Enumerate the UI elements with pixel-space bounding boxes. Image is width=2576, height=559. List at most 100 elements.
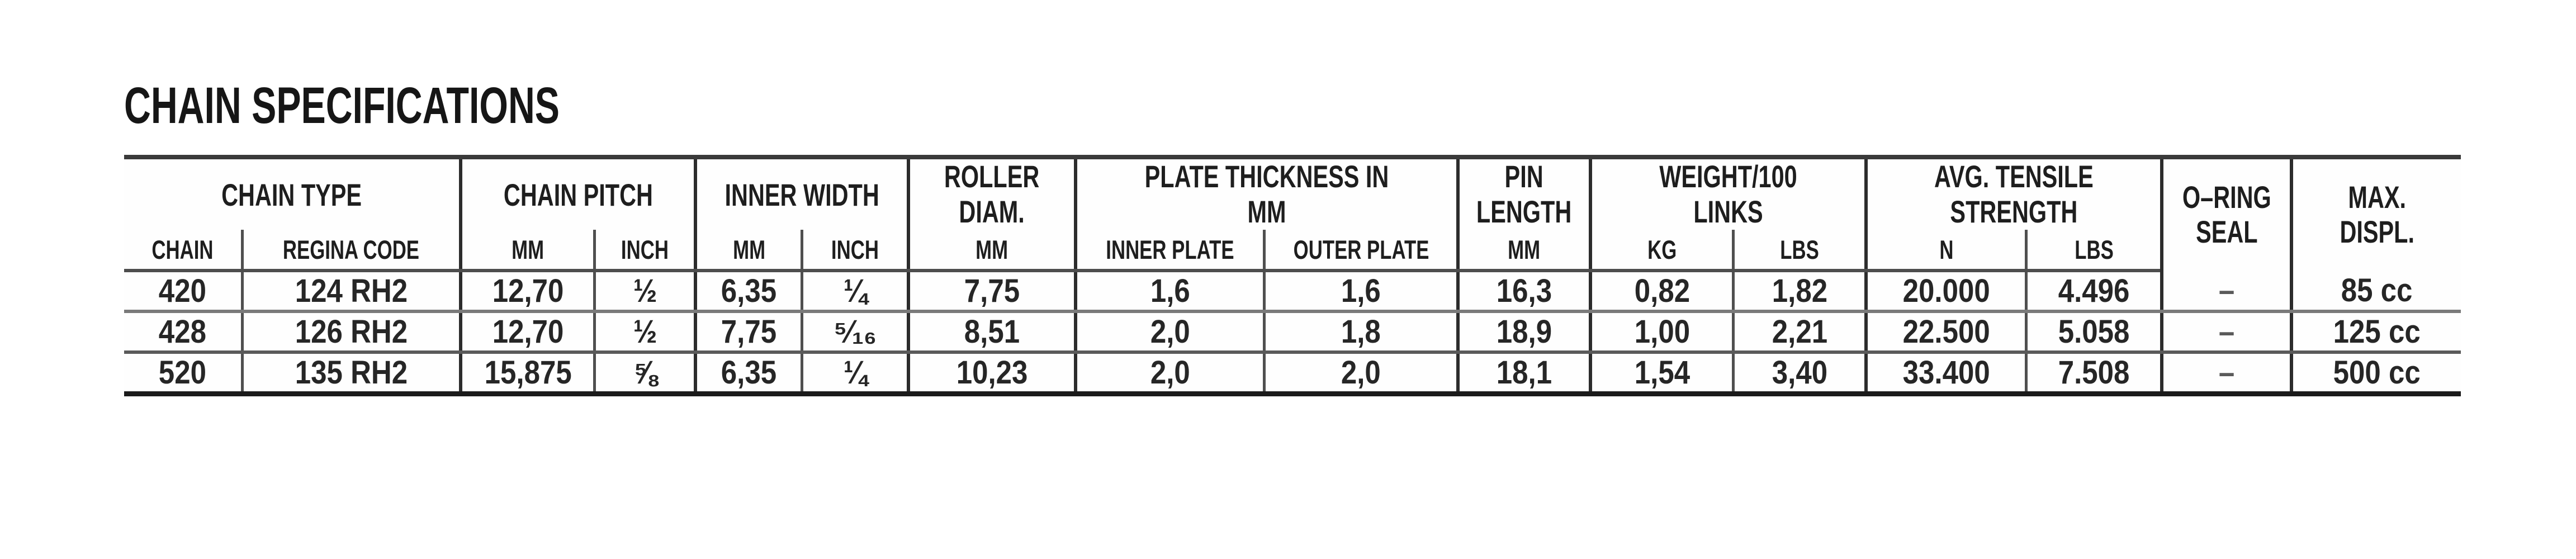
cell-kg: 1,54 — [1588, 352, 1734, 394]
cell-value: 2,0 — [1150, 354, 1190, 391]
sub-header-label: MM — [1508, 234, 1541, 264]
cell-value: – — [2218, 314, 2235, 350]
cell-inner-mm: 6,35 — [693, 271, 802, 313]
cell-roller-mm: 7,75 — [906, 271, 1076, 313]
cell-value: 7,75 — [721, 314, 777, 350]
cell-value: 420 — [158, 273, 206, 309]
table-row-520: 520 135 RH2 15,875 ⅝ 6,35 ¼ 10,23 2,0 2,… — [124, 352, 2461, 394]
cell-inner-inch: ¼ — [801, 271, 908, 313]
cell-max-displ: 85 cc — [2289, 271, 2461, 313]
cell-pitch-mm: 12,70 — [458, 271, 595, 313]
cell-value: 1,54 — [1634, 354, 1690, 391]
cell-outer-plate: 1,8 — [1263, 311, 1458, 354]
cell-value: – — [2218, 354, 2235, 391]
cell-pitch-inch: ⅝ — [593, 352, 695, 394]
sub-header-label: INCH — [831, 234, 879, 264]
sub-header-label: N — [1939, 234, 1954, 264]
cell-value: 3,40 — [1772, 354, 1827, 391]
cell-value: 135 RH2 — [295, 354, 408, 391]
header-sub-row: CHAIN REGINA CODE MM INCH MM INCH MM INN… — [124, 230, 2461, 272]
sub-header-label: MM — [512, 234, 544, 264]
cell-tensile-n: 20.000 — [1864, 271, 2026, 313]
group-header-label: CHAIN TYPE — [221, 177, 362, 212]
cell-regina-code: 135 RH2 — [240, 352, 461, 394]
cell-value: 18,9 — [1496, 314, 1552, 350]
cell-value: 0,82 — [1634, 273, 1690, 309]
cell-pin-mm: 18,9 — [1456, 311, 1590, 354]
cell-outer-plate: 1,6 — [1263, 271, 1458, 313]
group-header-chain-type: CHAIN TYPE — [124, 157, 461, 230]
cell-value: 22.500 — [1902, 314, 1990, 350]
group-header-chain-pitch: CHAIN PITCH — [458, 157, 695, 230]
cell-inner-mm: 6,35 — [693, 352, 802, 394]
cell-lbs: 1,82 — [1732, 271, 1866, 313]
cell-value: 6,35 — [721, 354, 777, 391]
cell-value: ⁵⁄₁₆ — [834, 314, 877, 350]
cell-lbs: 2,21 — [1732, 311, 1866, 354]
cell-roller-mm: 8,51 — [906, 311, 1076, 354]
cell-value: 126 RH2 — [295, 314, 408, 350]
group-header-label: ROLLER DIAM. — [944, 159, 1040, 229]
cell-max-displ: 500 cc — [2289, 352, 2461, 394]
cell-pitch-inch: ½ — [593, 271, 695, 313]
group-header-max-displ: MAX. DISPL. — [2289, 157, 2461, 271]
group-header-label: CHAIN PITCH — [503, 177, 653, 212]
group-header-avg-tensile-strength: AVG. TENSILE STRENGTH — [1864, 157, 2162, 230]
page-title: CHAIN SPECIFICATIONS — [124, 80, 729, 131]
sub-header-roller-mm: MM — [906, 230, 1076, 272]
cell-chain: 420 — [124, 271, 242, 313]
cell-value: 1,82 — [1772, 273, 1827, 309]
group-header-label: PLATE THICKNESS IN MM — [1144, 159, 1389, 229]
group-header-inner-width: INNER WIDTH — [693, 157, 908, 230]
chain-specifications-table: CHAIN TYPE CHAIN PITCH INNER WIDTH ROLLE… — [124, 155, 2461, 396]
cell-value: 1,00 — [1634, 314, 1690, 350]
cell-roller-mm: 10,23 — [906, 352, 1076, 394]
cell-pin-mm: 16,3 — [1456, 271, 1590, 313]
cell-value: 7,75 — [964, 273, 1020, 309]
sub-header-label: KG — [1647, 234, 1677, 264]
header-group-row: CHAIN TYPE CHAIN PITCH INNER WIDTH ROLLE… — [124, 157, 2461, 271]
group-header-roller-diam: ROLLER DIAM. — [906, 157, 1076, 230]
cell-value: 8,51 — [964, 314, 1020, 350]
sub-header-label: LBS — [1780, 234, 1819, 264]
cell-value: 428 — [158, 314, 206, 350]
cell-value: 1,6 — [1150, 273, 1190, 309]
cell-value: 10,23 — [956, 354, 1028, 391]
cell-value: 1,6 — [1341, 273, 1381, 309]
sub-header-pitch-inch: INCH — [593, 230, 695, 272]
sub-header-n: N — [1864, 230, 2026, 272]
cell-regina-code: 124 RH2 — [240, 271, 461, 313]
cell-value: 12,70 — [492, 273, 564, 309]
sub-header-inner-plate: INNER PLATE — [1073, 230, 1265, 272]
cell-tensile-n: 33.400 — [1864, 352, 2026, 394]
sub-header-kg: KG — [1588, 230, 1734, 272]
cell-value: 125 cc — [2333, 314, 2421, 350]
group-header-label: O–RING SEAL — [2182, 179, 2271, 250]
sub-header-label: OUTER PLATE — [1293, 234, 1429, 264]
cell-o-ring-seal: – — [2160, 311, 2291, 354]
cell-value: 2,0 — [1341, 354, 1381, 391]
cell-inner-plate: 2,0 — [1073, 311, 1265, 354]
cell-inner-mm: 7,75 — [693, 311, 802, 354]
cell-value: 124 RH2 — [295, 273, 408, 309]
table-row-420: 420 124 RH2 12,70 ½ 6,35 ¼ 7,75 1,6 1,6 … — [124, 271, 2461, 313]
cell-value: 15,875 — [484, 354, 572, 391]
cell-value: 33.400 — [1902, 354, 1990, 391]
cell-tensile-lbs: 4.496 — [2025, 271, 2162, 313]
cell-o-ring-seal: – — [2160, 271, 2291, 313]
spec-table: CHAIN TYPE CHAIN PITCH INNER WIDTH ROLLE… — [124, 155, 2461, 396]
cell-kg: 0,82 — [1588, 271, 1734, 313]
sub-header-label: INCH — [621, 234, 669, 264]
sub-header-label: REGINA CODE — [283, 234, 420, 264]
cell-value: 20.000 — [1902, 273, 1990, 309]
cell-tensile-lbs: 7.508 — [2025, 352, 2162, 394]
cell-value: 6,35 — [721, 273, 777, 309]
cell-value: 85 cc — [2341, 272, 2413, 309]
cell-pin-mm: 18,1 — [1456, 352, 1590, 394]
cell-pitch-mm: 15,875 — [458, 352, 595, 394]
cell-value: 1,8 — [1341, 314, 1381, 350]
page-title-text: CHAIN SPECIFICATIONS — [124, 77, 560, 134]
cell-tensile-lbs: 5.058 — [2025, 311, 2162, 354]
cell-outer-plate: 2,0 — [1263, 352, 1458, 394]
cell-value: 16,3 — [1496, 273, 1552, 309]
